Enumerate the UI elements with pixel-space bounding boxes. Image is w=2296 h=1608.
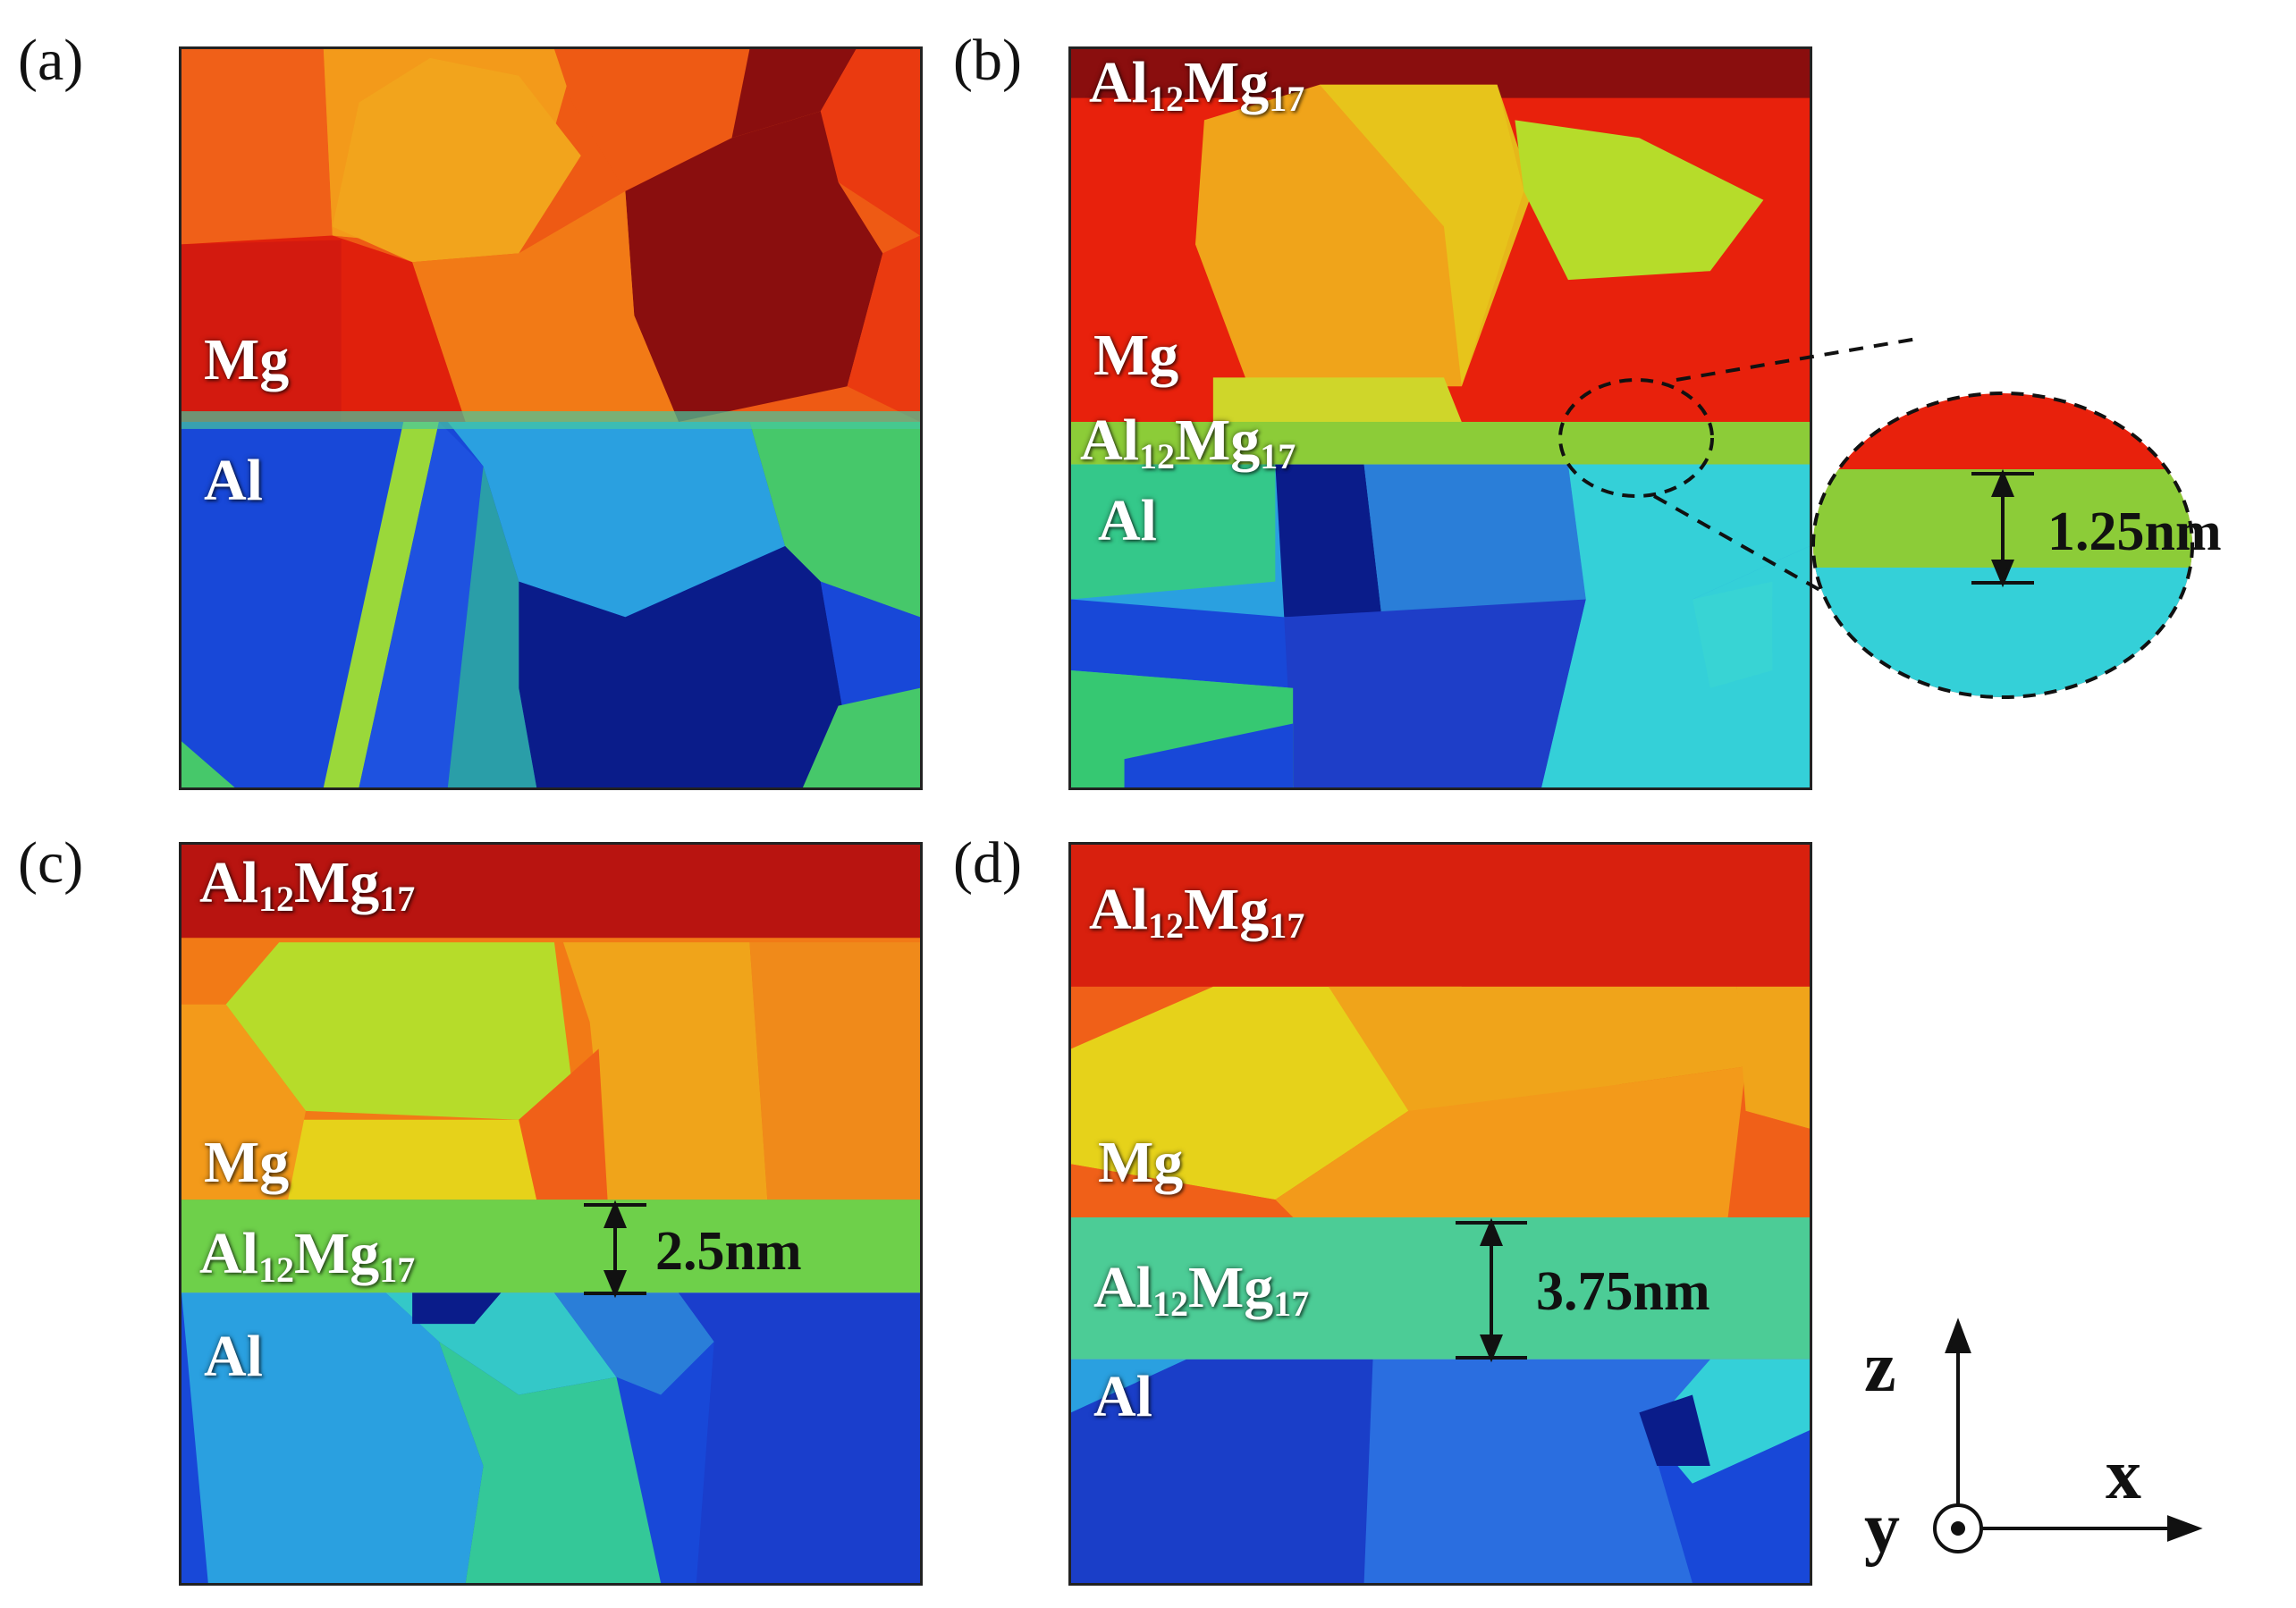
phase-subscript-17: 17	[1269, 79, 1305, 119]
phase-subscript-12: 12	[1139, 436, 1175, 476]
interface-phase-label: Al12Mg17	[1080, 407, 1296, 477]
panel-a-grains	[181, 49, 920, 787]
dimension-label: 3.75nm	[1536, 1261, 1710, 1322]
mg-label: Mg	[204, 1130, 290, 1195]
phase-subscript-17: 17	[379, 879, 416, 919]
al-label: Al	[204, 1324, 263, 1389]
phase-subscript-17: 17	[379, 1250, 416, 1290]
panel-c-grains	[181, 845, 920, 1583]
dimension-label: 2.5nm	[655, 1221, 802, 1282]
phase-subscript-12: 12	[258, 879, 294, 919]
phase-subscript-17: 17	[1260, 436, 1296, 476]
zoom-dimension-label: 1.25nm	[2047, 501, 2222, 562]
panel-b-letter: (b)	[953, 28, 1022, 93]
mg-label: Mg	[1098, 1130, 1184, 1195]
phase-element-mg: Mg	[294, 1221, 380, 1286]
z-axis-arrowhead	[1945, 1318, 1971, 1353]
panel-d-letter: (d)	[953, 830, 1022, 896]
phase-subscript-17: 17	[1269, 905, 1305, 946]
mg-label: Mg	[204, 327, 290, 392]
y-axis-dot	[1951, 1521, 1965, 1536]
phase-subscript-12: 12	[258, 1250, 294, 1290]
top-phase-label: Al12Mg17	[199, 849, 415, 920]
phase-element-mg: Mg	[1184, 50, 1270, 115]
phase-subscript-17: 17	[1273, 1284, 1310, 1324]
phase-subscript-12: 12	[1152, 1284, 1188, 1324]
panel-c-image: Al12Mg17 Mg Al12Mg17 Al 2.5nm	[179, 842, 923, 1586]
coordinate-axes	[1933, 1318, 2203, 1553]
panel-d-grains	[1071, 845, 1810, 1583]
x-axis-arrowhead	[2167, 1515, 2203, 1542]
phase-element-al: Al	[199, 850, 258, 915]
panel-d-image: Al12Mg17 Mg Al12Mg17 Al 3.75nm	[1068, 842, 1812, 1586]
panel-a-letter: (a)	[18, 28, 84, 93]
panel-b-image: Al12Mg17 Mg Al12Mg17 Al	[1068, 46, 1812, 790]
phase-element-al: Al	[199, 1221, 258, 1286]
phase-subscript-12: 12	[1148, 79, 1184, 119]
phase-element-mg: Mg	[294, 850, 380, 915]
phase-element-mg: Mg	[1188, 1255, 1274, 1320]
dimension-arrow	[584, 1200, 646, 1299]
phase-element-al: Al	[1093, 1255, 1152, 1320]
top-phase-label: Al12Mg17	[1089, 49, 1304, 120]
phase-element-al: Al	[1089, 877, 1148, 942]
al-label: Al	[1093, 1364, 1152, 1429]
phase-element-al: Al	[1080, 408, 1139, 473]
top-phase-label: Al12Mg17	[1089, 876, 1304, 947]
zoom-dimension-arrow	[1971, 468, 2034, 588]
x-axis-label: x	[2106, 1435, 2141, 1514]
phase-subscript-12: 12	[1148, 905, 1184, 946]
z-axis-label: z	[1864, 1328, 1896, 1407]
phase-element-mg: Mg	[1184, 877, 1270, 942]
phase-element-mg: Mg	[1175, 408, 1261, 473]
mg-label: Mg	[1093, 323, 1179, 388]
al-label: Al	[1098, 488, 1157, 553]
dimension-arrow	[1456, 1217, 1527, 1363]
panel-b-grains	[1071, 49, 1810, 787]
panel-c-letter: (c)	[18, 830, 84, 896]
phase-element-al: Al	[1089, 50, 1148, 115]
al-label: Al	[204, 448, 263, 513]
y-axis-label: y	[1864, 1489, 1900, 1568]
interface-phase-label: Al12Mg17	[1093, 1254, 1309, 1325]
interface-phase-label: Al12Mg17	[199, 1220, 415, 1291]
panel-a-image: Mg Al	[179, 46, 923, 790]
